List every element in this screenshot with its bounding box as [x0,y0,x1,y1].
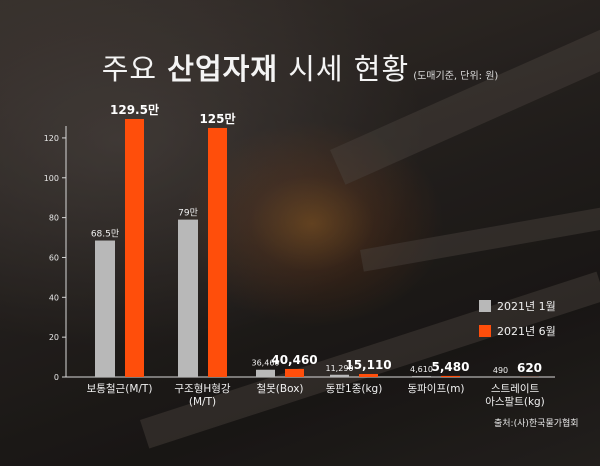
data-label-2021-jan: 4,610 [410,365,433,374]
bar-5-2021-jan [412,376,431,377]
bar-4-2021-jun [359,373,378,377]
y-tick-label: 40 [49,293,59,302]
y-tick-label: 80 [49,214,59,223]
data-label-2021-jun: 15,110 [345,358,391,372]
legend: 2021년 1월 2021년 6월 [479,298,556,348]
bar-1-2021-jan [95,240,115,377]
bar-3-2021-jun [285,368,304,377]
legend-item-series2: 2021년 6월 [479,323,556,339]
legend-item-series1: 2021년 1월 [479,298,556,314]
data-label-2021-jan: 490 [493,366,508,375]
x-category-label: 동판1종(kg) [326,383,383,395]
data-label-2021-jan: 11,290 [326,364,354,373]
legend-swatch [479,300,491,312]
unit-note: (도매기준, 단위: 원) [413,71,499,82]
legend-label: 2021년 1월 [497,300,556,313]
y-tick-label: 60 [49,253,59,262]
bar-2-2021-jun [208,127,227,377]
bar-1-2021-jun [125,118,144,377]
data-label-2021-jun: 620 [517,361,542,375]
y-tick-label: 120 [44,134,59,143]
source-note: 출처:(사)한국물가협회 [494,419,579,429]
title-light: 주요 [101,52,168,86]
y-tick-label: 0 [54,373,59,382]
data-label-2021-jun: 129.5만 [110,102,159,117]
y-tick-label: 20 [49,333,59,342]
data-label-2021-jun: 5,480 [432,360,470,374]
x-category-label: 스트레이트 [491,383,540,395]
bar-4-2021-jan [330,374,349,377]
x-category-label: 동파이프(m) [407,383,464,395]
bar-2-2021-jan [178,219,198,377]
legend-swatch [479,325,491,337]
x-category-label: 철못(Box) [256,383,303,395]
bar-5-2021-jun [441,375,460,377]
legend-label: 2021년 6월 [497,325,556,338]
y-tick-label: 100 [44,174,59,183]
title-bold: 산업자재 [167,52,279,86]
data-label-2021-jan: 79만 [178,208,198,219]
data-label-2021-jan: 36,460 [252,359,280,368]
data-label-2021-jan: 68.5만 [91,229,119,240]
x-category-label: (M/T) [189,396,216,408]
chart-title: 주요 산업자재 시세 현황 (도매기준, 단위: 원) [0,46,600,88]
x-category-label: 보통철근(M/T) [87,383,153,395]
data-label-2021-jun: 40,460 [271,353,317,367]
title-rest: 시세 현황 [278,52,410,86]
bar-3-2021-jan [256,369,275,377]
x-category-label: 아스팔트(kg) [485,396,545,408]
x-category-label: 구조형H형강 [174,383,231,395]
data-label-2021-jun: 125만 [199,111,235,126]
title-text: 주요 산업자재 시세 현황 [102,52,410,86]
